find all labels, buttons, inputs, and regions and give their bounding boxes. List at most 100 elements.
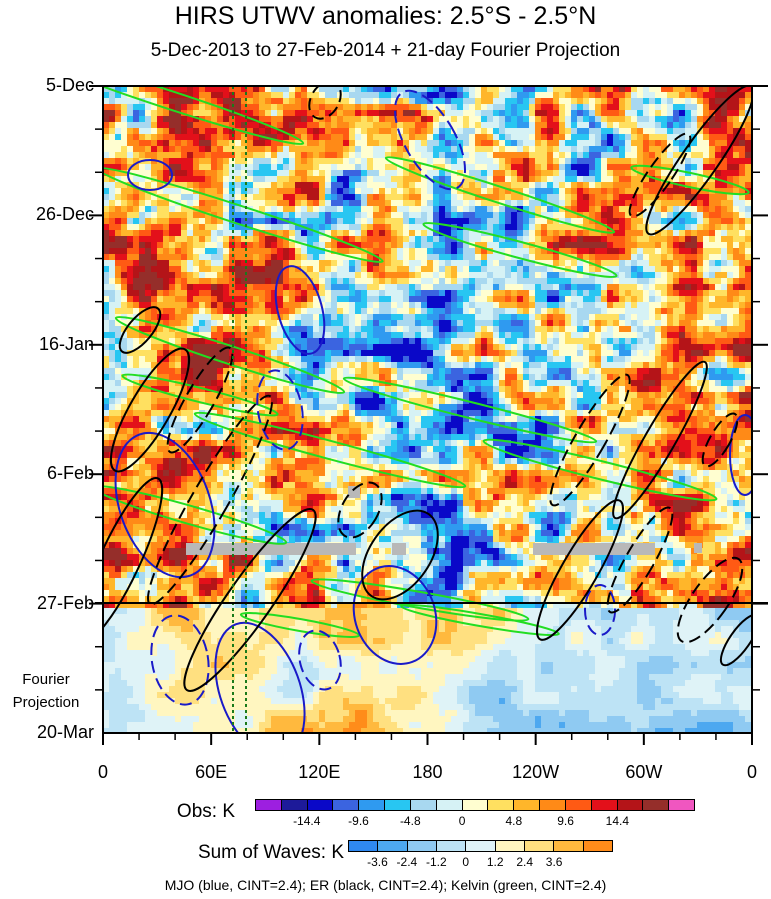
heatmap-cell: [109, 278, 116, 285]
heatmap-cell: [583, 128, 590, 135]
heatmap-cell: [127, 230, 134, 237]
heatmap-cell: [271, 140, 278, 147]
heatmap-cell: [259, 302, 266, 309]
heatmap-cell: [565, 140, 572, 147]
heatmap-cell: [265, 194, 272, 201]
heatmap-cell: [109, 314, 116, 321]
heatmap-cell: [595, 224, 602, 231]
heatmap-cell: [595, 188, 602, 195]
heatmap-cell: [199, 254, 206, 261]
heatmap-cell: [205, 158, 212, 165]
heatmap-cell: [259, 332, 266, 339]
heatmap-cell: [703, 170, 710, 177]
heatmap-cell: [199, 86, 206, 93]
heatmap-cell: [439, 326, 446, 333]
heatmap-cell: [361, 296, 368, 303]
heatmap-cell: [619, 170, 626, 177]
heatmap-cell: [157, 128, 164, 135]
heatmap-cell: [667, 284, 674, 291]
heatmap-cell: [295, 146, 302, 153]
heatmap-cell: [703, 254, 710, 261]
heatmap-cell: [733, 284, 740, 291]
heatmap-cell: [163, 176, 170, 183]
heatmap-cell: [319, 104, 326, 111]
heatmap-cell: [271, 92, 278, 99]
heatmap-cell: [151, 134, 158, 141]
heatmap-cell: [391, 236, 398, 243]
heatmap-cell: [703, 260, 710, 267]
heatmap-cell: [211, 302, 218, 309]
heatmap-cell: [631, 152, 638, 159]
heatmap-cell: [601, 332, 608, 339]
heatmap-cell: [403, 152, 410, 159]
heatmap-cell: [151, 104, 158, 111]
heatmap-cell: [121, 272, 128, 279]
heatmap-cell: [151, 332, 158, 339]
heatmap-cell: [691, 188, 698, 195]
heatmap-cell: [703, 176, 710, 183]
heatmap-cell: [103, 194, 110, 201]
heatmap-cell: [259, 140, 266, 147]
heatmap-cell: [643, 134, 650, 141]
heatmap-cell: [127, 134, 134, 141]
heatmap-cell: [175, 212, 182, 219]
heatmap-cell: [337, 134, 344, 141]
heatmap-cell: [445, 104, 452, 111]
heatmap-cell: [391, 134, 398, 141]
heatmap-cell: [415, 170, 422, 177]
heatmap-cell: [277, 260, 284, 267]
heatmap-cell: [217, 86, 224, 93]
heatmap-cell: [607, 248, 614, 255]
heatmap-cell: [433, 98, 440, 105]
heatmap-cell: [685, 242, 692, 249]
heatmap-cell: [187, 92, 194, 99]
heatmap-cell: [211, 326, 218, 333]
heatmap-cell: [553, 296, 560, 303]
heatmap-cell: [601, 314, 608, 321]
heatmap-cell: [421, 98, 428, 105]
heatmap-cell: [487, 248, 494, 255]
heatmap-cell: [523, 200, 530, 207]
heatmap-cell: [667, 158, 674, 165]
heatmap-cell: [373, 164, 380, 171]
heatmap-cell: [205, 278, 212, 285]
heatmap-cell: [253, 134, 260, 141]
heatmap-cell: [469, 176, 476, 183]
heatmap-cell: [289, 326, 296, 333]
heatmap-cell: [289, 128, 296, 135]
heatmap-cell: [337, 236, 344, 243]
heatmap-cell: [631, 248, 638, 255]
heatmap-cell: [289, 302, 296, 309]
heatmap-cell: [235, 206, 242, 213]
heatmap-cell: [319, 284, 326, 291]
heatmap-cell: [577, 128, 584, 135]
heatmap-cell: [571, 194, 578, 201]
heatmap-cell: [673, 92, 680, 99]
heatmap-cell: [343, 194, 350, 201]
heatmap-cell: [445, 272, 452, 279]
heatmap-cell: [169, 236, 176, 243]
heatmap-cell: [493, 206, 500, 213]
heatmap-cell: [343, 230, 350, 237]
heatmap-cell: [745, 314, 752, 321]
heatmap-cell: [637, 182, 644, 189]
heatmap-cell: [361, 326, 368, 333]
heatmap-cell: [103, 284, 110, 291]
heatmap-cell: [157, 122, 164, 129]
heatmap-cell: [283, 98, 290, 105]
heatmap-cell: [211, 224, 218, 231]
heatmap-cell: [493, 146, 500, 153]
heatmap-cell: [115, 104, 122, 111]
heatmap-cell: [535, 230, 542, 237]
heatmap-cell: [247, 128, 254, 135]
heatmap-cell: [583, 344, 590, 351]
heatmap-cell: [181, 272, 188, 279]
heatmap-cell: [499, 242, 506, 249]
heatmap-cell: [661, 134, 668, 141]
heatmap-cell: [589, 170, 596, 177]
heatmap-cell: [643, 302, 650, 309]
heatmap-cell: [391, 278, 398, 285]
heatmap-cell: [613, 236, 620, 243]
heatmap-cell: [601, 200, 608, 207]
heatmap-cell: [397, 206, 404, 213]
